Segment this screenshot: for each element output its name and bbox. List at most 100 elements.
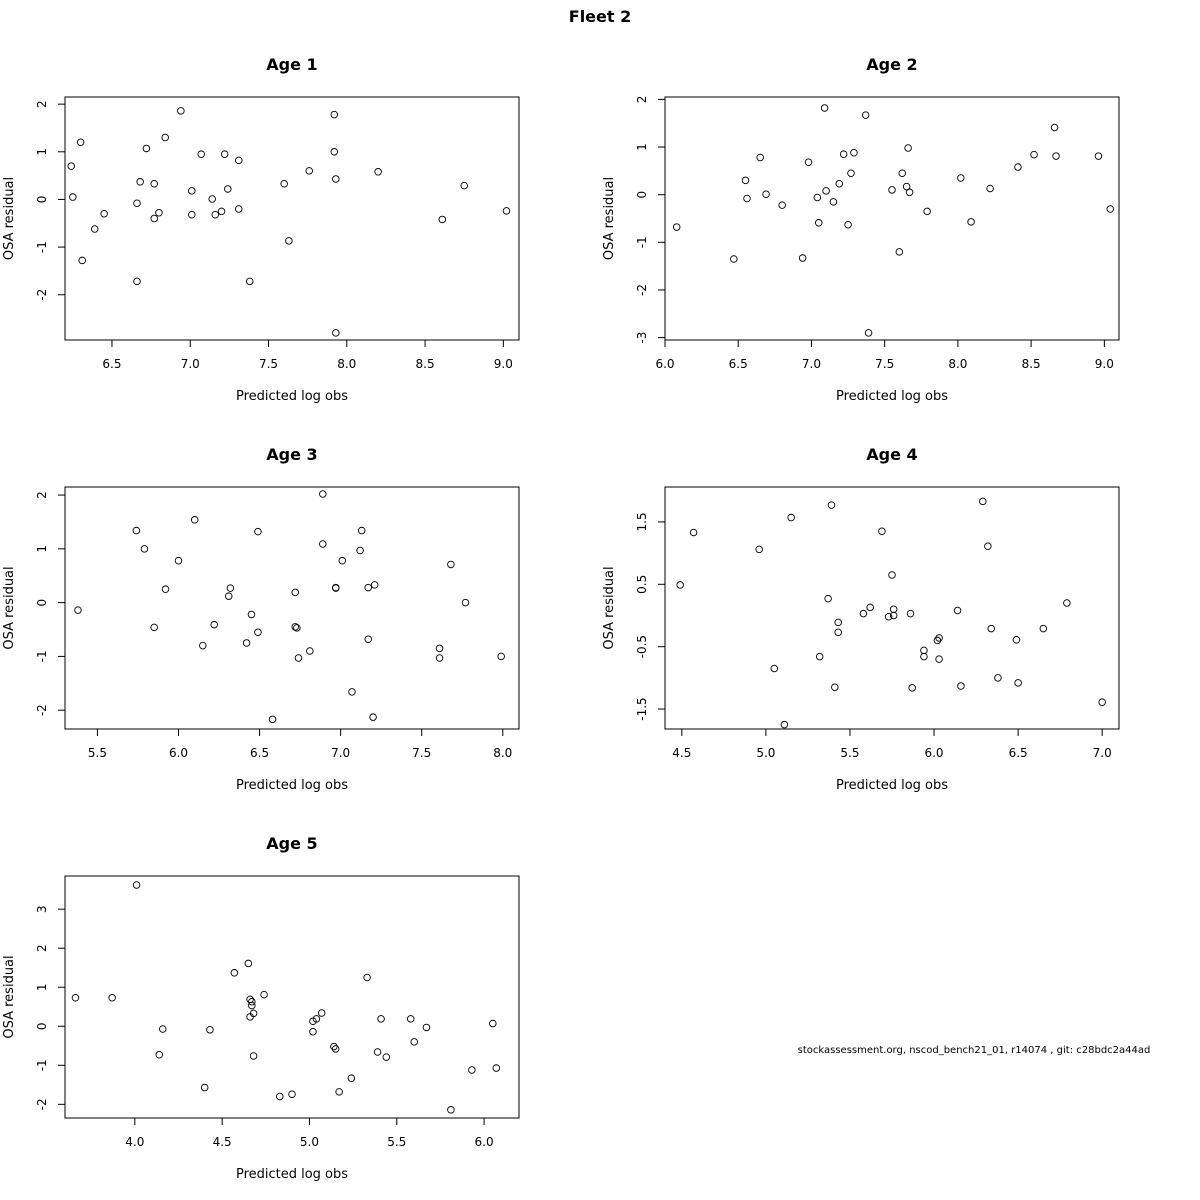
data-point: [447, 1106, 455, 1114]
data-point: [254, 527, 262, 536]
data-point: [835, 179, 844, 188]
data-point: [357, 526, 366, 535]
data-point: [190, 516, 199, 524]
data-point: [447, 560, 455, 569]
data-point: [859, 609, 868, 618]
data-point: [994, 674, 1002, 682]
panel-age-1: Age 1 6.5 7.0 7.5 8.0 8.5 9.0 -2 -1 0 1 2 Predicted …: [2, 55, 520, 404]
data-point: [815, 219, 823, 227]
panel-title: Age 3: [266, 445, 317, 464]
data-point: [199, 641, 207, 650]
data-point: [957, 682, 965, 690]
data-point: [291, 623, 299, 631]
plot-frame: [64, 875, 520, 1119]
y-tick-label: 2: [35, 491, 49, 499]
data-point: [306, 647, 314, 655]
x-tick-label: 7.0: [181, 357, 200, 371]
data-point: [406, 1015, 415, 1023]
data-point: [317, 1009, 326, 1017]
data-point: [850, 148, 858, 157]
data-point: [905, 188, 914, 197]
x-tick-label: 5.0: [756, 746, 775, 760]
y-tick-label: 1: [35, 545, 49, 553]
data-point: [370, 581, 379, 589]
data-point: [330, 110, 339, 119]
y-tick-label: 1: [35, 148, 49, 156]
data-point: [140, 545, 149, 553]
data-point: [461, 598, 470, 607]
x-tick-label: 6.0: [169, 746, 188, 760]
panel-title: Age 1: [266, 55, 317, 74]
x-tick-label: 5.5: [387, 1135, 406, 1149]
panel-age-3: Age 3 5.5 6.0 6.5 7.0 7.5 8.0 -2 -1 0 1 2 Predicted …: [2, 445, 520, 793]
data-point: [177, 107, 185, 115]
data-point: [1050, 123, 1059, 132]
data-point: [364, 583, 372, 592]
data-point: [276, 1092, 284, 1101]
data-point: [756, 153, 764, 162]
data-point: [330, 1042, 338, 1051]
data-point: [100, 209, 108, 218]
y-tick-label: 1: [35, 983, 49, 991]
data-point: [755, 545, 763, 554]
data-point: [827, 501, 836, 509]
data-point: [208, 195, 216, 203]
y-tick-label: -1: [35, 241, 49, 253]
y-tick-label: -1: [635, 236, 649, 248]
x-tick-label: 9.0: [494, 357, 513, 371]
data-point: [984, 542, 992, 551]
x-tick-label: 7.5: [875, 357, 894, 371]
data-point: [132, 881, 141, 889]
data-point: [762, 190, 770, 198]
data-point: [822, 187, 830, 195]
data-point: [920, 652, 928, 661]
data-point: [935, 655, 943, 663]
data-point: [888, 186, 896, 194]
data-point: [787, 513, 795, 522]
panel-title: Age 5: [266, 834, 317, 853]
data-point: [1063, 599, 1071, 607]
x-tick-label: 6.5: [729, 357, 748, 371]
y-axis-label: OSA residual: [2, 177, 17, 260]
data-point: [150, 214, 158, 223]
data-point: [71, 994, 80, 1002]
data-point: [363, 973, 371, 982]
data-point: [245, 277, 254, 286]
data-point: [377, 1015, 385, 1023]
data-point: [224, 185, 232, 193]
data-point: [364, 635, 372, 643]
data-point: [847, 169, 855, 177]
data-point: [689, 528, 698, 537]
data-point: [332, 175, 340, 183]
y-tick-label: -2: [35, 289, 49, 301]
data-point: [142, 144, 151, 153]
y-tick-label: -1.5: [635, 697, 649, 720]
data-point: [804, 158, 813, 167]
data-point: [1094, 152, 1103, 160]
plot-frame: [664, 486, 1120, 730]
data-point: [309, 1027, 317, 1036]
y-tick-label: 0.5: [635, 575, 649, 594]
y-tick-label: 0: [35, 196, 49, 204]
data-point: [369, 713, 377, 721]
data-point: [230, 969, 239, 977]
data-point: [155, 209, 163, 217]
data-point: [319, 490, 327, 498]
data-point: [861, 111, 870, 119]
x-tick-label: 5.5: [88, 746, 107, 760]
data-point: [348, 688, 356, 696]
data-point: [331, 1045, 340, 1053]
data-point: [294, 654, 303, 662]
data-point: [235, 156, 243, 165]
figure-title: Fleet 2: [569, 7, 631, 26]
data-point: [291, 588, 299, 597]
data-point: [1030, 150, 1038, 159]
data-point: [285, 237, 293, 245]
panel-age-4: Age 4 4.5 5.0 5.5 6.0 6.5 7.0 -1.5 -0.5 0.5 1.5 Pre…: [602, 445, 1120, 793]
y-axis-label: OSA residual: [2, 566, 17, 649]
y-tick-label: 2: [35, 100, 49, 108]
x-axis-label: Predicted log obs: [836, 778, 948, 793]
data-point: [824, 594, 832, 603]
x-tick-label: 6.5: [1009, 746, 1028, 760]
data-point: [1014, 163, 1022, 171]
